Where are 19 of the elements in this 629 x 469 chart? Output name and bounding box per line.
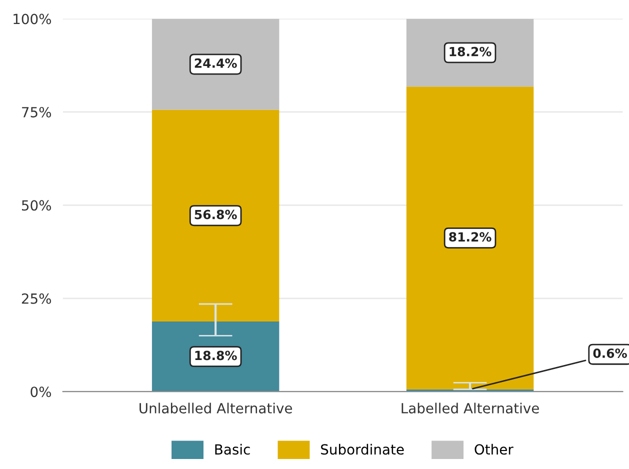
bar bbox=[406, 86, 534, 390]
x-tick-label: Unlabelled Alternative bbox=[140, 402, 292, 414]
data-label: 56.8% bbox=[194, 210, 237, 220]
legend-label: Basic bbox=[215, 444, 250, 455]
bar bbox=[152, 110, 280, 322]
y-tick-label: 100% bbox=[14, 14, 52, 24]
data-label: 24.4% bbox=[194, 58, 237, 68]
x-tick-label: Labelled Alternative bbox=[402, 402, 539, 414]
data-label: 18.2% bbox=[450, 46, 492, 56]
y-tick-label: 75% bbox=[22, 106, 52, 118]
y-tick-label: 50% bbox=[22, 200, 52, 211]
bar bbox=[152, 18, 280, 110]
y-tick-label: 25% bbox=[22, 293, 52, 304]
y-tick-label: 0% bbox=[30, 386, 52, 398]
legend-label: Other bbox=[474, 444, 514, 455]
data-label: 0.6% bbox=[593, 348, 627, 358]
legend-label: Subordinate bbox=[321, 444, 404, 455]
data-label: 18.8% bbox=[195, 350, 237, 360]
data-label: 81.2% bbox=[449, 232, 492, 242]
